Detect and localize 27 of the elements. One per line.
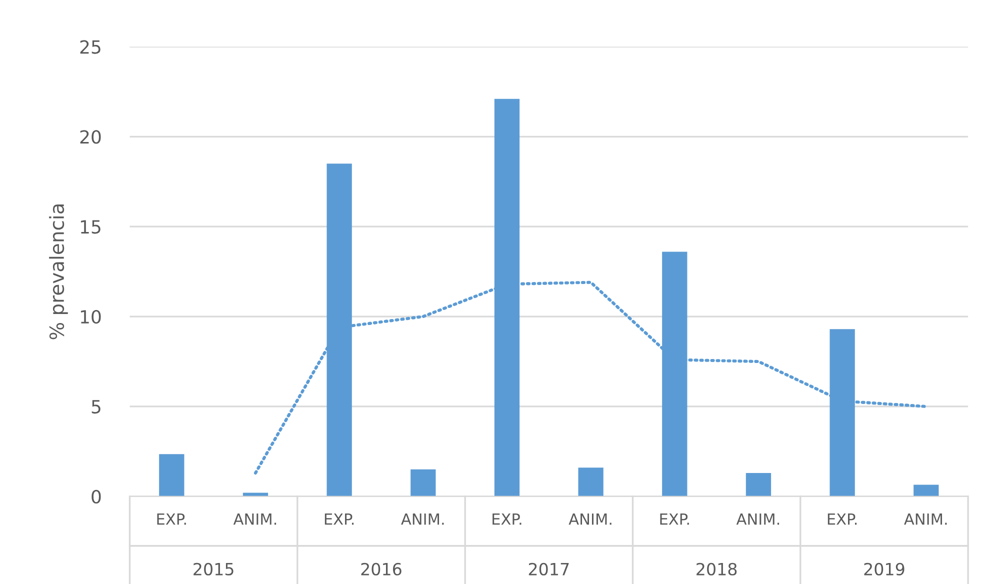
- y-tick-label: 0: [92, 490, 101, 504]
- x-tick-label: EXP.: [828, 514, 857, 525]
- x-tick-label: ANIM.: [736, 514, 780, 525]
- bar: [914, 484, 939, 496]
- text: 2015: [194, 562, 234, 576]
- y-tick-label: 5: [92, 400, 100, 414]
- y-tick-label: 20: [80, 130, 101, 144]
- y-tick-label: 25: [80, 40, 100, 54]
- x-tick-label: ANIM.: [233, 514, 276, 525]
- x-tick-label: ANIM.: [568, 514, 612, 525]
- bar: [746, 473, 772, 496]
- x-tick-label: ANIM.: [401, 514, 444, 525]
- y-tick-label: 10: [80, 310, 101, 324]
- x-tick-label: EXP.: [324, 514, 354, 525]
- y-tick-label: 15: [80, 220, 100, 234]
- y-axis-title: % prevalencia: [49, 204, 68, 340]
- bar: [578, 468, 604, 496]
- text: 2018: [696, 562, 737, 576]
- bar: [410, 469, 436, 496]
- bar: [159, 454, 184, 496]
- x-tick-label: ANIM.: [904, 514, 947, 525]
- text: 2017: [528, 562, 569, 576]
- x-tick-label: EXP.: [492, 514, 522, 525]
- text: 2019: [864, 562, 904, 576]
- x-tick-label: EXP.: [157, 514, 186, 525]
- text: 2016: [361, 562, 402, 576]
- x-tick-label: EXP.: [660, 514, 689, 525]
